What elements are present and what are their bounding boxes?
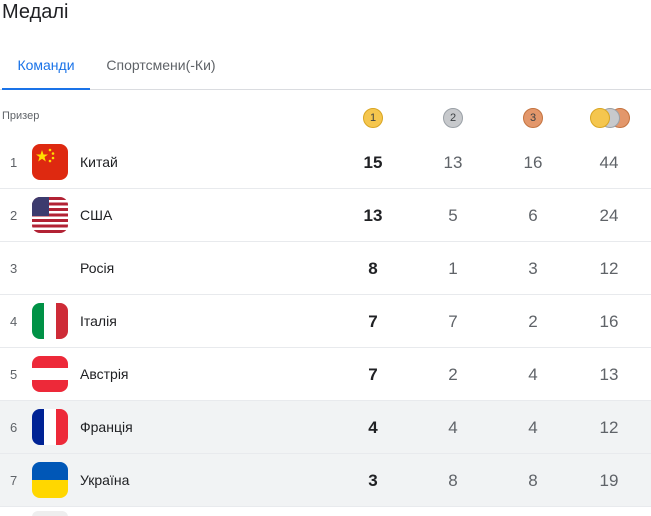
rank: 6: [10, 420, 18, 435]
silver-count: 13: [443, 153, 463, 172]
total-count: 13: [599, 365, 619, 384]
rank: 2: [10, 208, 18, 223]
table-row[interactable]: 3 Росія 8 1 3 12: [0, 242, 651, 295]
silver-count: 8: [448, 471, 458, 490]
rank: 4: [10, 314, 18, 329]
bronze-count: 6: [528, 206, 538, 225]
austria-flag-icon: [32, 356, 68, 392]
bronze-count: 3: [528, 259, 538, 278]
silver-count: 2: [448, 365, 458, 384]
total-count: 24: [599, 206, 619, 225]
usa-flag-icon: [32, 197, 68, 233]
gold-count: 8: [368, 259, 378, 278]
table-row[interactable]: 6 Франція 4 4 4 12: [0, 401, 651, 454]
country-name: Франція: [80, 419, 133, 435]
total-count: 44: [599, 153, 619, 172]
country-name: Україна: [80, 472, 130, 488]
total-count: 19: [599, 471, 619, 490]
rank: 1: [10, 155, 18, 170]
rank: 5: [10, 367, 18, 382]
next-row-partial: [0, 507, 651, 516]
total-count: 16: [599, 312, 619, 331]
total-medals-icon: [590, 108, 632, 128]
italy-flag-icon: [32, 303, 68, 339]
gold-count: 13: [363, 206, 383, 225]
table-header: Призер 1 2 3: [0, 104, 651, 132]
partial-flag-icon: [32, 511, 68, 516]
tab-teams[interactable]: Команди: [2, 44, 90, 90]
rank: 3: [10, 261, 18, 276]
rank-header: Призер: [2, 110, 40, 122]
table-row[interactable]: 1 Китай 15 13 16 44: [0, 136, 651, 189]
total-count: 12: [599, 418, 619, 437]
blank-flag-icon: [32, 250, 68, 286]
table-row[interactable]: 7 Україна 3 8 8 19: [0, 454, 651, 507]
country-name: Росія: [80, 260, 115, 276]
ukraine-flag-icon: [32, 462, 68, 498]
gold-count: 15: [363, 153, 383, 172]
country-name: Італія: [80, 313, 117, 329]
bronze-count: 2: [528, 312, 538, 331]
page-title: Медалі: [2, 1, 69, 23]
country-name: США: [80, 207, 113, 223]
total-count: 12: [599, 259, 619, 278]
rank: 7: [10, 473, 18, 488]
bronze-count: 4: [528, 418, 538, 437]
gold-count: 3: [368, 471, 378, 490]
silver-medal-icon: 2: [443, 108, 463, 128]
medal-table: 1 Китай 15 13 16 44 2: [0, 136, 651, 507]
bronze-count: 16: [523, 153, 543, 172]
tab-athletes[interactable]: Спортсмени(-Ки): [106, 57, 216, 73]
table-row[interactable]: 4 Італія 7 7 2 16: [0, 295, 651, 348]
gold-count: 7: [368, 312, 378, 331]
bronze-medal-icon: 3: [523, 108, 543, 128]
gold-medal-icon: 1: [363, 108, 383, 128]
silver-count: 5: [448, 206, 458, 225]
gold-count: 7: [368, 365, 378, 384]
silver-count: 4: [448, 418, 458, 437]
gold-count: 4: [368, 418, 378, 437]
silver-count: 7: [448, 312, 458, 331]
france-flag-icon: [32, 409, 68, 445]
table-row[interactable]: 2 США 13 5 6 24: [0, 189, 651, 242]
china-flag-icon: [32, 144, 68, 180]
silver-count: 1: [448, 259, 458, 278]
bronze-count: 8: [528, 471, 538, 490]
country-name: Австрія: [80, 366, 129, 382]
table-row[interactable]: 5 Австрія 7 2 4 13: [0, 348, 651, 401]
bronze-count: 4: [528, 365, 538, 384]
country-name: Китай: [80, 154, 118, 170]
tab-bar: Команди Спортсмени(-Ки): [0, 44, 651, 90]
